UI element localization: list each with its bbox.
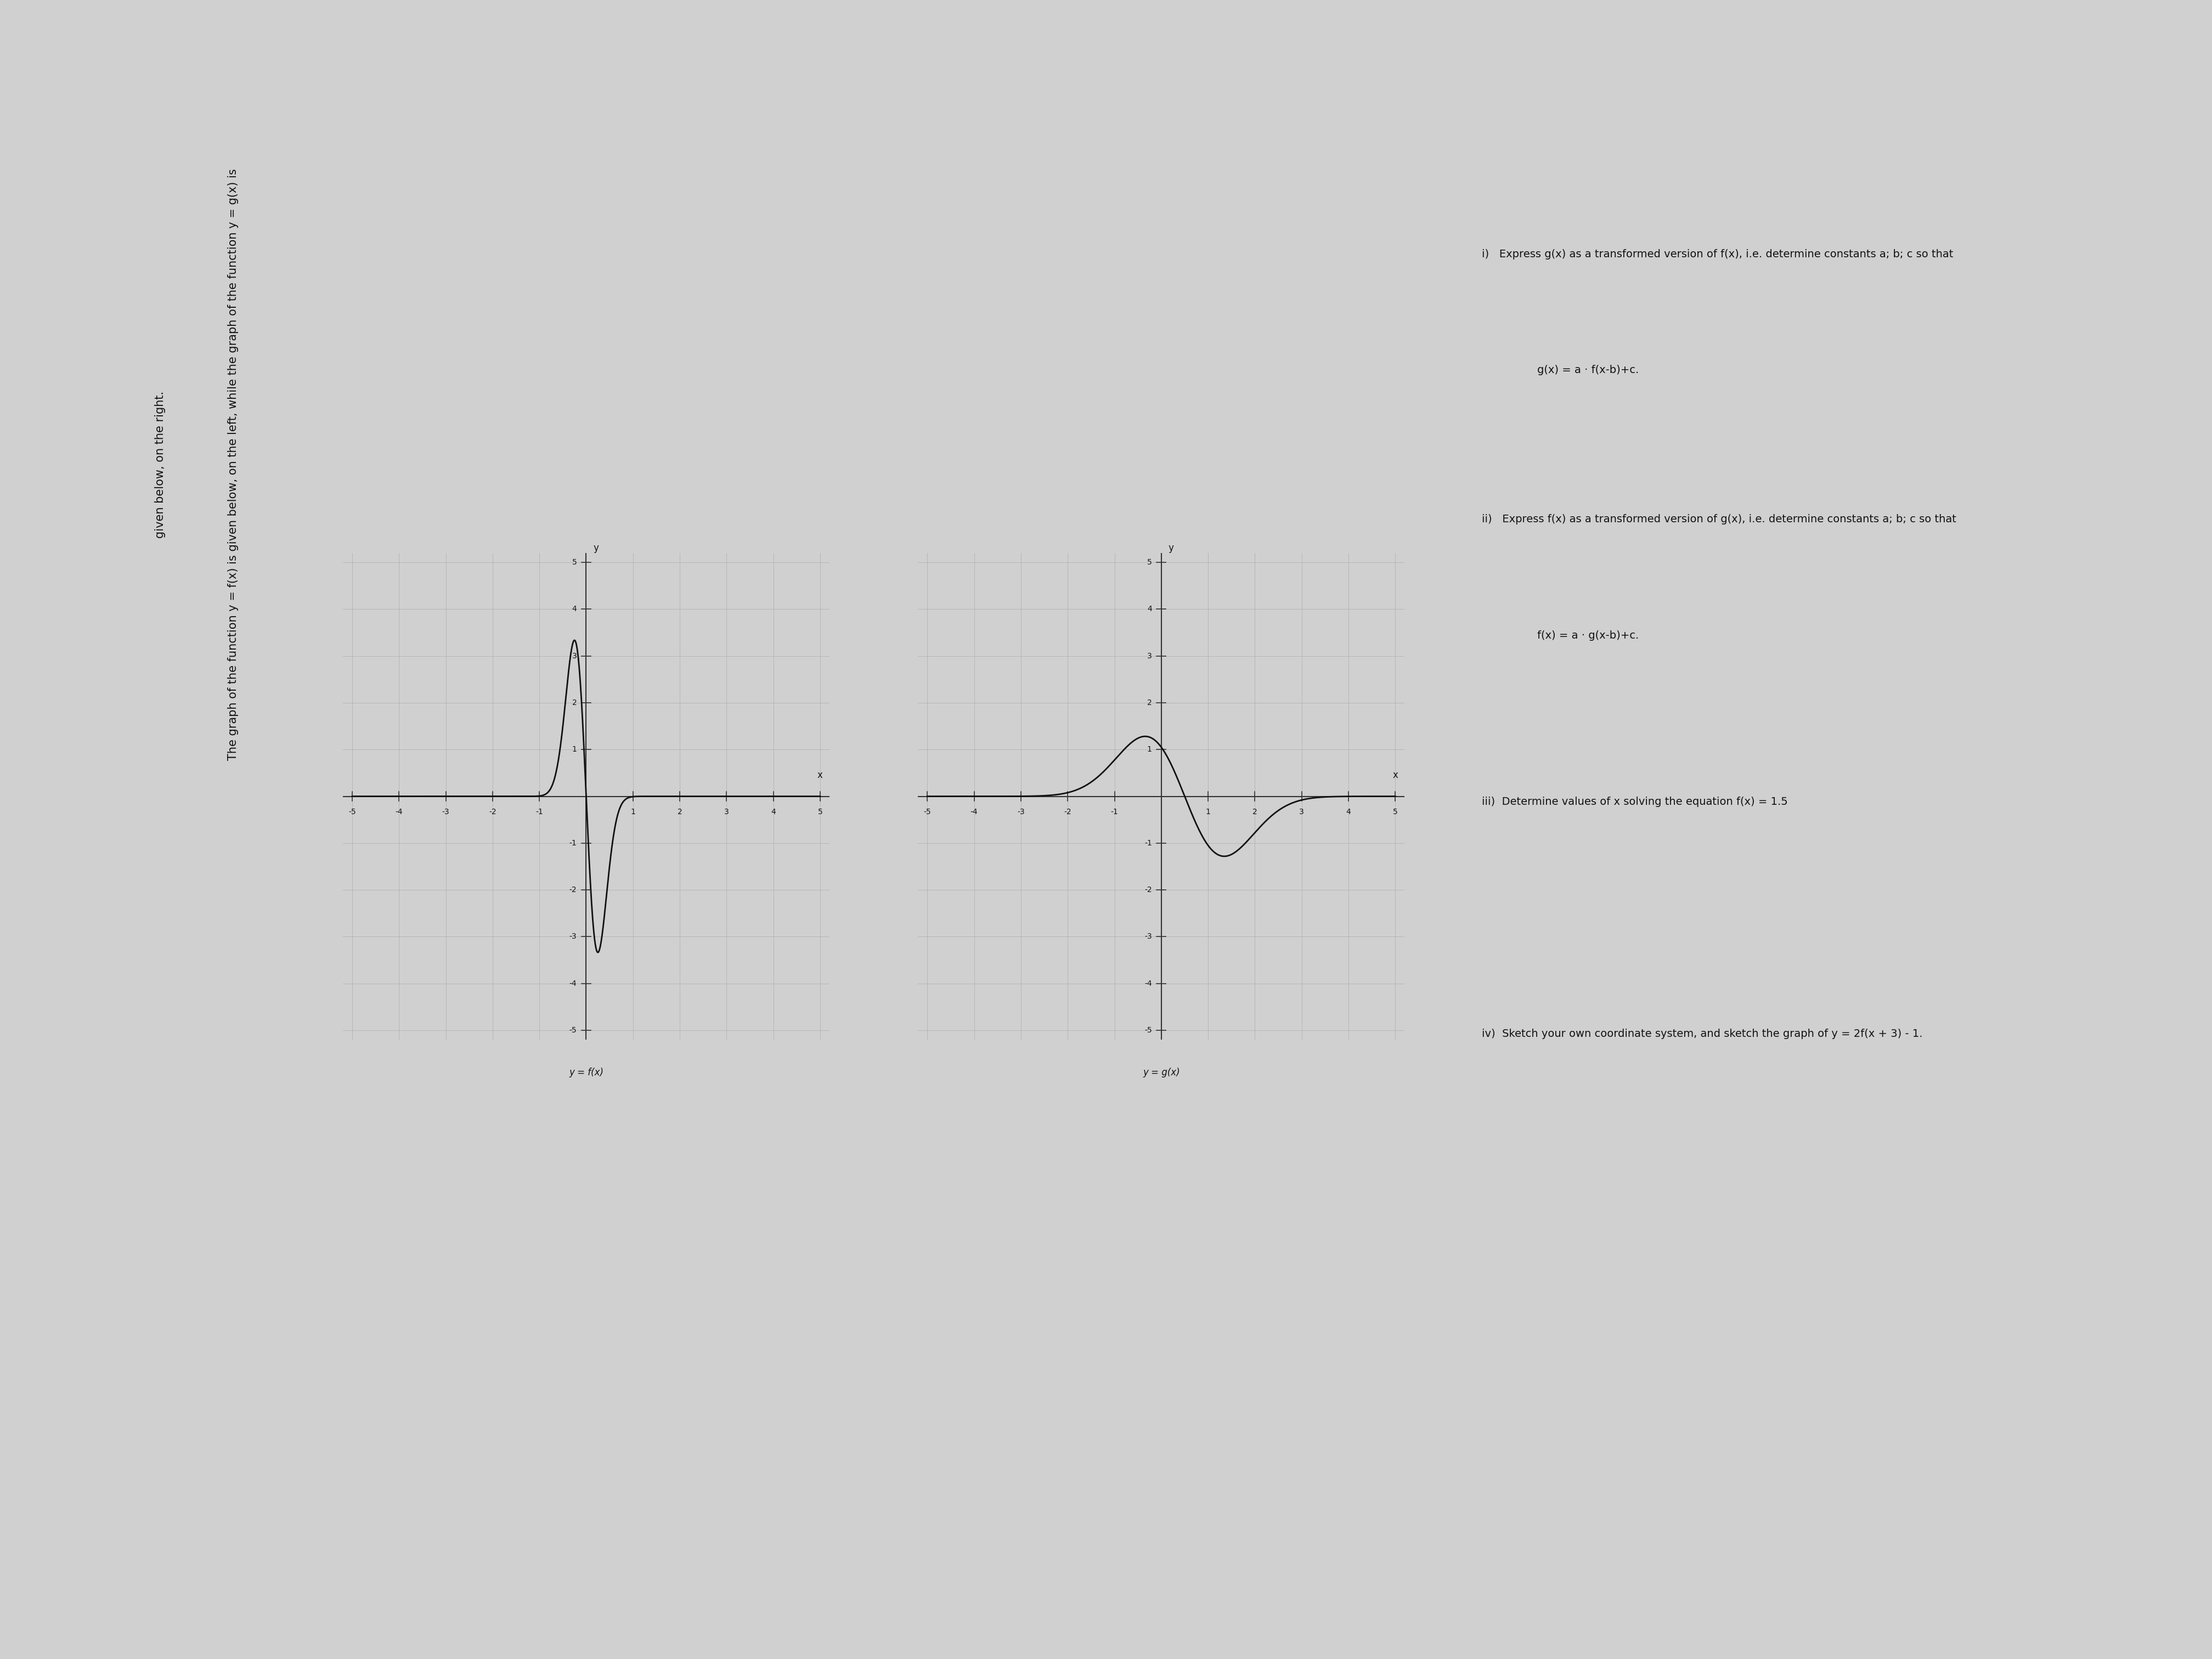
Text: x: x <box>818 770 823 780</box>
Text: -3: -3 <box>568 932 577 941</box>
Text: 4: 4 <box>573 606 577 612</box>
Text: -2: -2 <box>1144 886 1152 894</box>
Text: f(x) = a · g(x-b)+c.: f(x) = a · g(x-b)+c. <box>1537 630 1639 640</box>
Text: 2: 2 <box>1252 808 1256 816</box>
Text: y = g(x): y = g(x) <box>1144 1068 1179 1078</box>
Text: 1: 1 <box>630 808 635 816</box>
Text: 4: 4 <box>1347 808 1352 816</box>
Text: The graph of the function y = f(x) is given below, on the left, while the graph : The graph of the function y = f(x) is gi… <box>228 169 239 760</box>
Text: -2: -2 <box>489 808 495 816</box>
Text: 4: 4 <box>772 808 776 816</box>
Text: -4: -4 <box>1144 980 1152 987</box>
Text: -3: -3 <box>442 808 449 816</box>
Text: 1: 1 <box>1206 808 1210 816</box>
Text: -1: -1 <box>535 808 544 816</box>
Text: -1: -1 <box>568 839 577 848</box>
Text: 3: 3 <box>1298 808 1305 816</box>
Text: iii)  Determine values of x solving the equation f(x) = 1.5: iii) Determine values of x solving the e… <box>1482 796 1787 806</box>
Text: -5: -5 <box>925 808 931 816</box>
Text: -4: -4 <box>971 808 978 816</box>
Text: 5: 5 <box>573 559 577 566</box>
Text: x: x <box>1394 770 1398 780</box>
Text: -5: -5 <box>1144 1027 1152 1034</box>
Text: -2: -2 <box>1064 808 1071 816</box>
Text: ii)   Express f(x) as a transformed version of g(x), i.e. determine constants a;: ii) Express f(x) as a transformed versio… <box>1482 514 1958 524</box>
Text: 5: 5 <box>1148 559 1152 566</box>
Text: 1: 1 <box>1148 745 1152 753</box>
Text: 5: 5 <box>818 808 823 816</box>
Text: iv)  Sketch your own coordinate system, and sketch the graph of y = 2f(x + 3) - : iv) Sketch your own coordinate system, a… <box>1482 1029 1922 1039</box>
Text: -4: -4 <box>396 808 403 816</box>
Text: 5: 5 <box>1394 808 1398 816</box>
Text: 2: 2 <box>1148 698 1152 707</box>
Text: i)   Express g(x) as a transformed version of f(x), i.e. determine constants a; : i) Express g(x) as a transformed version… <box>1482 249 1953 259</box>
Text: -5: -5 <box>568 1027 577 1034</box>
Text: -3: -3 <box>1018 808 1024 816</box>
Text: y: y <box>593 544 599 552</box>
Text: y: y <box>1168 544 1175 552</box>
Text: -5: -5 <box>349 808 356 816</box>
Text: -1: -1 <box>1144 839 1152 848</box>
Text: -1: -1 <box>1110 808 1119 816</box>
Text: 4: 4 <box>1148 606 1152 612</box>
Text: 1: 1 <box>573 745 577 753</box>
Text: 2: 2 <box>677 808 681 816</box>
Text: -2: -2 <box>568 886 577 894</box>
Text: given below, on the right.: given below, on the right. <box>155 392 166 538</box>
Text: 2: 2 <box>573 698 577 707</box>
Text: 3: 3 <box>1148 652 1152 660</box>
Text: g(x) = a · f(x-b)+c.: g(x) = a · f(x-b)+c. <box>1537 365 1639 375</box>
Text: 3: 3 <box>723 808 730 816</box>
Text: -3: -3 <box>1144 932 1152 941</box>
Text: 3: 3 <box>573 652 577 660</box>
Text: -4: -4 <box>568 980 577 987</box>
Text: y = f(x): y = f(x) <box>568 1068 604 1078</box>
